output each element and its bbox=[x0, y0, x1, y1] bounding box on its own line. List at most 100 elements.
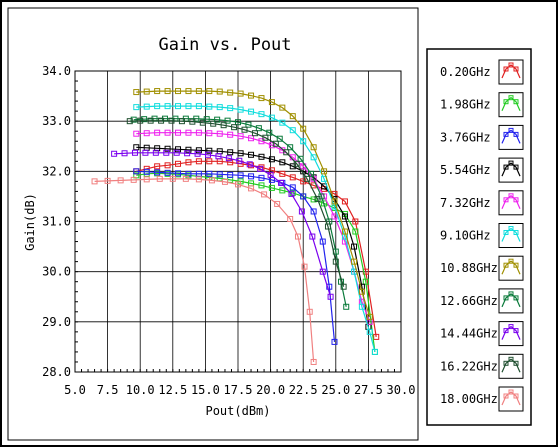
data-point bbox=[319, 238, 326, 245]
data-point bbox=[203, 116, 210, 123]
inner-border bbox=[7, 7, 419, 441]
data-point bbox=[301, 263, 308, 270]
legend-swatch-marker bbox=[508, 95, 514, 101]
data-point bbox=[185, 146, 192, 153]
series-line bbox=[136, 105, 376, 353]
legend-swatch-marker bbox=[508, 127, 514, 133]
data-point bbox=[126, 118, 133, 125]
data-point bbox=[208, 177, 215, 184]
legend-label: 3.76GHz bbox=[440, 130, 491, 144]
legend-swatch-marker bbox=[508, 389, 514, 395]
data-point bbox=[248, 151, 255, 158]
data-point bbox=[258, 182, 265, 189]
data-point bbox=[340, 283, 347, 290]
legend-swatch-line bbox=[501, 325, 521, 340]
data-point bbox=[294, 233, 301, 240]
y-tick-label: 28.0 bbox=[42, 365, 71, 379]
data-point bbox=[117, 177, 124, 184]
data-point bbox=[214, 116, 221, 123]
data-point bbox=[154, 88, 161, 95]
data-point bbox=[274, 200, 281, 207]
data-point bbox=[231, 124, 238, 131]
series-group bbox=[91, 88, 380, 365]
data-point bbox=[236, 157, 243, 164]
data-point bbox=[279, 159, 286, 166]
data-point bbox=[341, 213, 348, 220]
legend-item: 7.32GHz bbox=[440, 190, 524, 216]
data-point bbox=[343, 303, 350, 310]
data-point bbox=[366, 313, 373, 320]
legend-label: 16.22GHz bbox=[440, 359, 498, 373]
data-point bbox=[185, 129, 192, 136]
data-point bbox=[366, 328, 373, 335]
data-point bbox=[352, 228, 359, 235]
legend-swatch-box bbox=[498, 190, 524, 216]
legend-swatch-box bbox=[498, 255, 524, 281]
x-tick-label: 25.0 bbox=[321, 383, 350, 397]
data-point bbox=[164, 129, 171, 136]
data-point bbox=[182, 175, 189, 182]
data-point bbox=[332, 258, 339, 265]
legend-swatch-marker bbox=[513, 164, 519, 170]
data-point bbox=[206, 103, 213, 110]
data-point bbox=[164, 103, 171, 110]
x-tick-label: 17.5 bbox=[224, 383, 253, 397]
data-point bbox=[143, 130, 150, 137]
data-point bbox=[154, 169, 161, 176]
legend-swatch-line bbox=[501, 260, 521, 275]
data-point bbox=[133, 130, 140, 137]
data-point bbox=[195, 103, 202, 110]
x-tick-label: 27.5 bbox=[354, 383, 383, 397]
legend-swatch-marker bbox=[503, 393, 509, 399]
data-point bbox=[164, 88, 171, 95]
data-point bbox=[147, 117, 154, 124]
legend-swatch-marker bbox=[513, 99, 519, 105]
legend-swatch-line bbox=[501, 129, 521, 144]
data-point bbox=[278, 179, 285, 186]
legend-label: 10.88GHz bbox=[440, 261, 498, 275]
data-point bbox=[321, 168, 328, 175]
data-point bbox=[121, 150, 128, 157]
data-point bbox=[288, 190, 295, 197]
data-point bbox=[352, 218, 359, 225]
data-point bbox=[300, 138, 307, 145]
data-point bbox=[227, 131, 234, 138]
legend-label: 7.32GHz bbox=[440, 196, 491, 210]
data-point bbox=[287, 215, 294, 222]
x-axis-label: Pout(dBm) bbox=[205, 404, 270, 418]
legend-swatch-marker bbox=[513, 230, 519, 235]
data-point bbox=[91, 178, 98, 185]
y-tick-label: 31.0 bbox=[42, 215, 71, 229]
data-point bbox=[298, 208, 305, 215]
data-point bbox=[133, 168, 140, 175]
legend-label: 14.44GHz bbox=[440, 327, 498, 341]
data-point bbox=[268, 184, 275, 191]
x-tick-label: 22.5 bbox=[289, 383, 318, 397]
legend-swatch-marker bbox=[503, 197, 509, 203]
legend-swatch-box bbox=[498, 59, 524, 85]
series-5.54GHz bbox=[133, 144, 372, 330]
data-point bbox=[279, 170, 286, 177]
legend-item: 10.88GHz bbox=[440, 255, 524, 281]
data-point bbox=[206, 158, 213, 165]
data-point bbox=[154, 103, 161, 110]
data-point bbox=[216, 171, 223, 178]
data-point bbox=[248, 135, 255, 142]
legend-item: 9.10GHz bbox=[440, 223, 524, 248]
legend-swatch-line bbox=[501, 64, 521, 79]
data-point bbox=[227, 171, 234, 178]
data-point bbox=[227, 149, 234, 156]
legend-swatch-marker bbox=[508, 258, 514, 264]
data-point bbox=[227, 159, 234, 166]
legend-item: 0.20GHz bbox=[440, 59, 524, 85]
data-point bbox=[351, 243, 358, 250]
data-point bbox=[221, 178, 228, 185]
x-axis-ticks: 5.0 7.5 10.0 12.5 15.0 17.5 20.0 22.5 25.0 27.5 30… bbox=[64, 369, 415, 397]
data-point bbox=[143, 88, 150, 95]
data-point bbox=[289, 113, 296, 120]
data-point bbox=[331, 213, 338, 220]
data-point bbox=[168, 117, 175, 124]
legend-swatch-marker bbox=[508, 291, 514, 297]
legend-swatch-marker bbox=[508, 193, 514, 199]
legend-swatch-box bbox=[498, 353, 524, 379]
